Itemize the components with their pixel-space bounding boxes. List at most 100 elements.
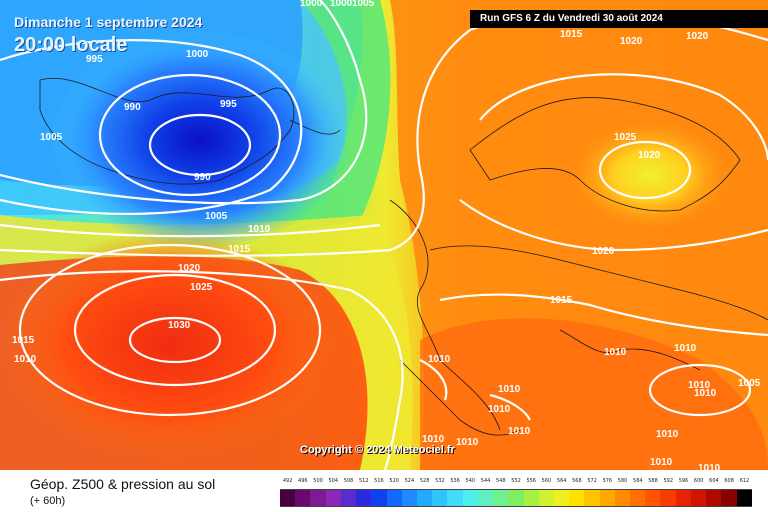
isobar-label: 1015: [550, 295, 573, 306]
legend-label: 608: [724, 478, 734, 484]
isobar-label: 1010: [650, 457, 673, 468]
southeast-warm: [420, 318, 768, 470]
legend-label: 532: [435, 478, 445, 484]
isobar-label: 1005: [205, 211, 228, 222]
legend-swatch: [569, 490, 585, 506]
isobar-label: 1025: [614, 132, 637, 143]
forecast-date: Dimanche 1 septembre 2024: [14, 14, 203, 30]
legend-label: 536: [450, 478, 460, 484]
map-parameter-title: Géop. Z500 & pression au sol: [30, 476, 216, 492]
isobar-label: 1010: [488, 404, 511, 415]
legend-swatch: [599, 490, 615, 506]
legend-label: 528: [419, 478, 430, 484]
legend-swatch: [462, 490, 478, 506]
isobar-label: 1010: [694, 388, 717, 399]
isobar-label: 990: [194, 172, 211, 183]
legend-label: 600: [693, 478, 704, 484]
legend-label: 500: [313, 478, 323, 484]
low-pressure-core: [50, 30, 350, 250]
isobar-label: 1000: [330, 0, 353, 9]
legend-label: 604: [709, 478, 719, 484]
legend-label: 552: [511, 478, 521, 484]
legend-label: 496: [298, 478, 308, 484]
legend-swatch: [477, 490, 494, 506]
legend-swatch: [553, 490, 570, 506]
forecast-time: 20:00 locale: [14, 34, 128, 56]
isobar-label: 1010: [14, 354, 37, 365]
legend-labels: 492 496 500 504 508 512 516 520 524 528 532 536 540 5…: [280, 474, 752, 488]
legend-swatch: [523, 490, 539, 506]
legend-label: 524: [404, 478, 415, 484]
legend-swatch: [371, 490, 387, 506]
isobar-label: 1010: [248, 224, 271, 235]
run-info: Run GFS 6 Z du Vendredi 30 août 2024: [470, 10, 768, 28]
pressure-labels: 1000 1000 1005 995 1005 990 995 990 1000…: [12, 0, 761, 470]
legend-label: 568: [572, 478, 582, 484]
isobar-label: 1000: [300, 0, 323, 9]
legend-swatch: [538, 490, 554, 506]
legend-swatch: [721, 490, 737, 506]
coastlines: [39, 78, 768, 436]
isobar-label: 1010: [656, 429, 679, 440]
legend-label: 492: [282, 478, 293, 484]
isobar-label: 1010: [688, 380, 711, 391]
legend-label: 516: [374, 478, 384, 484]
forecast-lead-time: (+ 60h): [30, 495, 66, 507]
legend-swatch: [310, 490, 326, 506]
atlantic-high: [0, 230, 340, 460]
legend-label: 576: [602, 478, 613, 484]
legend-swatch: [295, 490, 311, 506]
isobar-label: 1010: [674, 343, 697, 354]
isobar-label: 1015: [228, 244, 251, 255]
legend-label: 508: [343, 478, 354, 484]
legend-label: 572: [587, 478, 597, 484]
legend-swatch: [630, 490, 646, 506]
isobar-label: 1010: [456, 437, 479, 448]
isobar-label: 1015: [560, 29, 583, 40]
isobar-label: 1005: [738, 378, 761, 389]
isobar-label: 1020: [686, 31, 709, 42]
legend-label: 580: [617, 478, 628, 484]
legend-swatch: [401, 490, 417, 506]
isobar-label: 1010: [422, 434, 445, 445]
legend-swatch: [356, 490, 372, 506]
isobar-label: 1010: [428, 354, 451, 365]
legend-swatch: [340, 490, 357, 506]
legend-swatch: [736, 490, 752, 506]
legend-swatch: [690, 490, 707, 506]
isobar-label: 1005: [40, 132, 63, 143]
legend-swatch: [386, 490, 402, 506]
legend-swatch: [660, 490, 676, 506]
legend-label: 596: [678, 478, 689, 484]
isobar-label: 1030: [168, 320, 191, 331]
legend-swatch: [508, 490, 524, 506]
legend-swatch: [584, 490, 600, 506]
isobar-label: 995: [220, 99, 237, 110]
color-legend: 492 496 500 504 508 512 516 520 524 528 532 536 540 5…: [280, 474, 752, 508]
legend-swatch: [706, 490, 722, 506]
legend-swatch: [416, 490, 433, 506]
isobar-label: 990: [124, 102, 141, 113]
legend-swatch: [675, 490, 691, 506]
legend-label: 560: [541, 478, 552, 484]
isobar-label: 1005: [352, 0, 375, 9]
isobar-label: 1020: [592, 246, 615, 257]
isobar-label: 1020: [178, 263, 201, 274]
isobar-label: 1010: [498, 384, 521, 395]
legend-label: 548: [495, 478, 506, 484]
footer: Géop. Z500 & pression au sol (+ 60h) 492…: [0, 470, 768, 512]
isobar-label: 1010: [508, 426, 531, 437]
copyright-text: Copyright © 2024 Meteociel.fr: [300, 444, 455, 456]
yellow-band: [0, 215, 413, 470]
legend-swatch: [447, 490, 463, 506]
geopotential-map: 1000 1000 1005 995 1005 990 995 990 1000…: [0, 0, 768, 470]
legend-label: 564: [556, 478, 567, 484]
legend-swatch: [493, 490, 509, 506]
legend-label: 504: [328, 478, 339, 484]
legend-label: 520: [389, 478, 399, 484]
legend-colorbar: [280, 489, 752, 507]
legend-swatch: [280, 490, 296, 506]
isobar-label: 1000: [186, 49, 209, 60]
isobar-label: 1020: [638, 150, 661, 161]
isobar-label: 1010: [604, 347, 627, 358]
